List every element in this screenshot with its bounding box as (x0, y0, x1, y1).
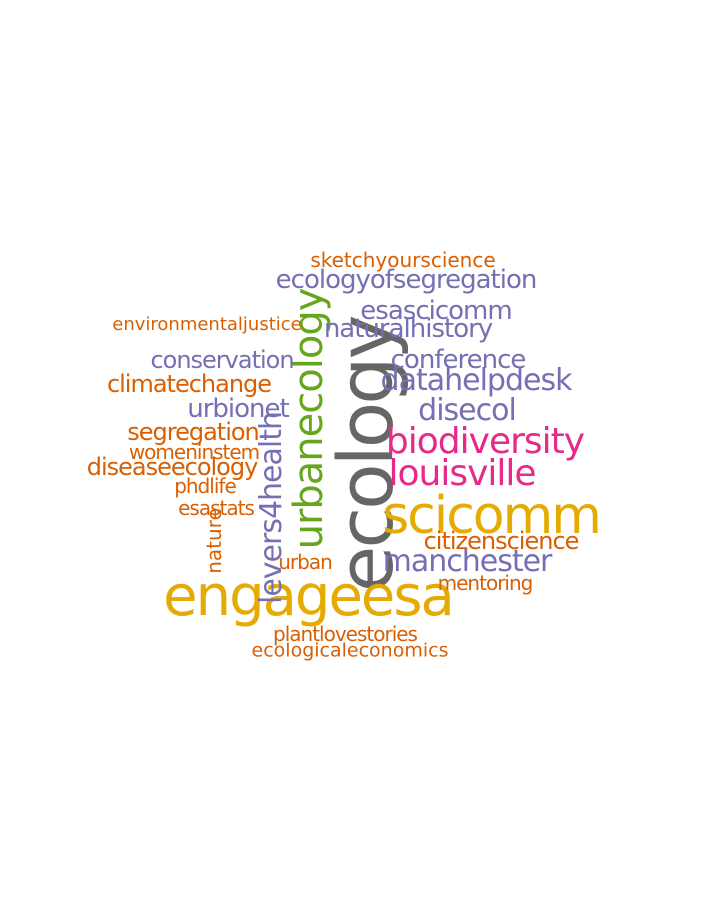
word-disecol: disecol (418, 393, 517, 428)
word-manchester: manchester (382, 544, 553, 579)
word-sketchyourscience: sketchyourscience (310, 248, 496, 272)
word-environmentaljustice: environmentaljustice (112, 314, 302, 335)
word-engageesa: engageesa (163, 564, 455, 629)
word-scicomm: scicomm (382, 486, 602, 546)
word-conservation: conservation (150, 346, 294, 374)
word-biodiversity: biodiversity (385, 421, 585, 462)
word-mentoring: mentoring (437, 571, 534, 595)
word-nature: nature (202, 508, 226, 574)
word-naturalhistory: naturalhistory (323, 314, 493, 344)
word-esascicomm: esascicomm (360, 296, 512, 326)
word-womeninstem: womeninstem (128, 440, 260, 464)
word-levers4health: levers4health (254, 411, 289, 605)
word-louisville: louisville (388, 453, 536, 494)
word-diseaseecology: diseaseecology (86, 453, 259, 481)
word-ecologyofsegregation: ecologyofsegregation (275, 265, 538, 295)
word-urban: urban (278, 550, 333, 574)
word-datahelpdesk: datahelpdesk (380, 363, 573, 398)
word-segregation: segregation (127, 418, 260, 446)
word-phdlife: phdlife (174, 474, 237, 498)
word-urbionet: urbionet (187, 394, 289, 424)
word-climatechange: climatechange (106, 370, 272, 398)
word-plantlovestories: plantlovestories (273, 622, 418, 646)
word-esastats: esastats (178, 496, 255, 520)
word-conference: conference (390, 345, 527, 375)
word-citizenscience: citizenscience (423, 527, 580, 555)
word-ecologicaleconomics: ecologicaleconomics (251, 639, 449, 662)
